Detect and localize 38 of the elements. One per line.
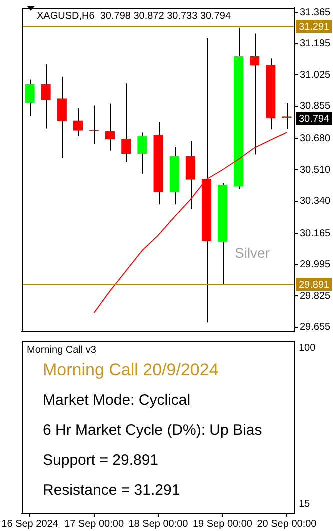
candlestick <box>57 76 67 159</box>
text: Market Mode: Cyclical <box>43 392 191 410</box>
category-label: 18 Sep 00:00 <box>128 518 189 530</box>
text: Morning Call 20/9/2024 <box>43 360 219 380</box>
category-label: 16 Sep 2024 <box>2 518 59 530</box>
y-tick-label: 30.340 <box>300 196 332 208</box>
text: 30.794 <box>299 114 330 125</box>
annotation: Silver <box>235 245 270 262</box>
y-tick-label: 31.365 <box>300 7 332 18</box>
candlestick <box>170 146 180 206</box>
y-tick-label: 31.025 <box>300 70 332 81</box>
y-tick-label: 29.655 <box>300 322 332 334</box>
category-label: 17 Sep 00:00 <box>64 518 124 530</box>
candlestick <box>234 27 244 190</box>
candlestick <box>266 58 276 130</box>
category-label: 20 Sep 00:00 <box>257 518 318 530</box>
text: 100 <box>299 342 316 354</box>
y-tick-label: 29.825 <box>300 290 332 302</box>
category-label: 19 Sep 00:00 <box>192 518 253 530</box>
text: Morning Call v3 <box>27 344 97 356</box>
candlestick <box>138 132 148 174</box>
chart-title: XAGUSD,H6 30.798 30.872 30.733 30.794 <box>37 10 232 22</box>
ref-line-label: 29.891 <box>299 280 330 291</box>
candlestick <box>218 182 228 285</box>
text: Support = 29.891 <box>43 452 159 470</box>
y-tick-label: 30.855 <box>300 101 332 112</box>
ref-line-label: 31.291 <box>299 22 330 33</box>
y-tick-label: 29.995 <box>300 260 332 271</box>
candlestick <box>154 121 164 206</box>
y-tick-label: 30.680 <box>300 133 332 144</box>
text: 15 <box>299 498 311 510</box>
candlestick <box>186 140 196 210</box>
candlestick <box>25 79 35 117</box>
y-tick-label: 30.165 <box>300 228 332 240</box>
y-tick-label: 30.510 <box>300 164 332 176</box>
text: Resistance = 31.291 <box>43 482 180 500</box>
y-tick-label: 31.195 <box>300 38 332 50</box>
text: 6 Hr Market Cycle (D%): Up Bias <box>43 422 262 440</box>
